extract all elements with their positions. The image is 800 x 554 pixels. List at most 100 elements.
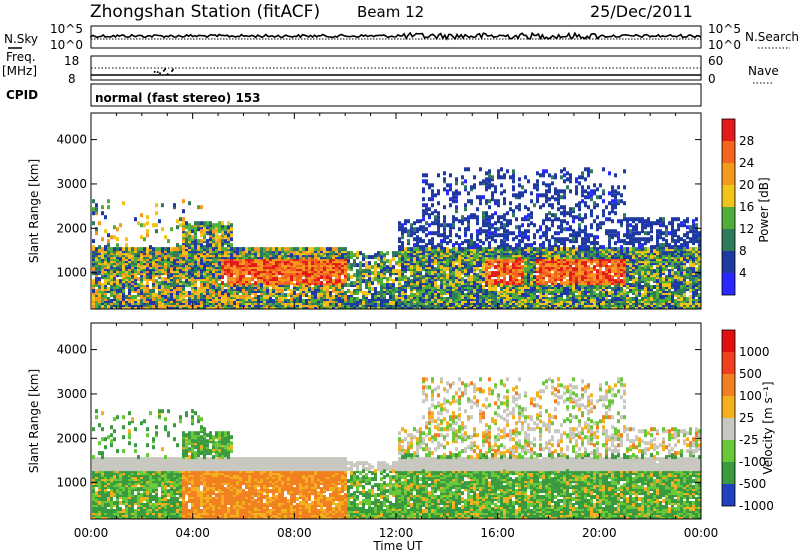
range-cell xyxy=(461,175,464,180)
range-cell xyxy=(575,279,578,284)
range-cell xyxy=(515,217,518,222)
range-cell xyxy=(581,217,584,222)
range-cell xyxy=(185,299,188,303)
range-cell xyxy=(506,169,509,174)
range-cell xyxy=(377,291,380,295)
range-cell xyxy=(371,255,374,260)
range-cell xyxy=(515,273,518,278)
freq-dot xyxy=(153,70,156,73)
range-cell xyxy=(197,239,200,244)
range-cell xyxy=(542,203,545,208)
range-cell xyxy=(398,259,401,264)
range-cell xyxy=(350,251,353,256)
range-cell xyxy=(500,221,503,226)
range-cell xyxy=(533,287,536,291)
range-cell xyxy=(215,277,218,282)
range-cell xyxy=(449,183,452,188)
range-cell xyxy=(455,265,458,270)
range-cell xyxy=(557,231,560,236)
range-cell xyxy=(581,267,584,272)
range-cell xyxy=(563,269,566,274)
range-cell xyxy=(152,289,155,293)
range-cell xyxy=(494,265,497,270)
range-cell xyxy=(536,197,539,202)
range-cell xyxy=(437,247,440,252)
range-cell xyxy=(491,213,494,218)
range-cell xyxy=(347,251,350,256)
range-cell xyxy=(467,263,470,268)
range-cell xyxy=(506,267,509,272)
range-cell xyxy=(431,189,434,194)
range-cell xyxy=(509,231,512,236)
range-cell xyxy=(506,259,509,264)
range-cell xyxy=(380,289,383,293)
range-cell xyxy=(311,299,314,303)
range-cell xyxy=(554,263,557,268)
range-cell xyxy=(479,269,482,274)
range-cell xyxy=(503,201,506,206)
range-cell xyxy=(512,179,515,184)
range-cell xyxy=(215,243,218,248)
range-cell xyxy=(446,283,449,287)
range-cell xyxy=(236,247,239,252)
cpid-text: normal (fast stereo) 153 xyxy=(95,91,261,105)
range-cell xyxy=(515,243,518,248)
range-cell xyxy=(527,207,530,212)
range-cell xyxy=(434,267,437,272)
range-cell xyxy=(338,279,341,284)
range-cell xyxy=(191,235,194,240)
range-cell xyxy=(455,217,458,222)
range-cell xyxy=(443,187,446,192)
range-cell xyxy=(479,285,482,289)
range-cell xyxy=(440,233,443,238)
range-cell xyxy=(467,271,470,276)
range-cell xyxy=(563,227,566,232)
range-cell xyxy=(569,225,572,230)
range-cell xyxy=(305,299,308,303)
range-cell xyxy=(551,181,554,186)
range-cell xyxy=(353,253,356,258)
range-cell xyxy=(569,257,572,262)
range-cell xyxy=(164,235,167,240)
range-cell xyxy=(293,283,296,287)
range-cell xyxy=(539,225,542,230)
range-cell xyxy=(566,279,569,284)
range-cell xyxy=(329,277,332,282)
range-cell xyxy=(173,203,176,208)
range-cell xyxy=(569,179,572,184)
range-cell xyxy=(425,279,428,284)
range-cell xyxy=(173,283,176,287)
range-cell xyxy=(470,239,473,244)
range-cell xyxy=(362,269,365,274)
range-cell xyxy=(518,191,521,196)
range-cell xyxy=(554,299,557,303)
range-cell xyxy=(455,195,458,200)
range-cell xyxy=(449,229,452,234)
range-cell xyxy=(578,213,581,218)
range-cell xyxy=(581,199,584,204)
range-cell xyxy=(515,235,518,240)
range-cell xyxy=(365,265,368,270)
range-cell xyxy=(158,281,161,286)
range-cell xyxy=(560,189,563,194)
range-cell xyxy=(485,237,488,242)
range-cell xyxy=(545,193,548,198)
range-cell xyxy=(368,261,371,266)
range-cell xyxy=(152,247,155,252)
range-cell xyxy=(425,295,428,299)
range-cell xyxy=(452,219,455,224)
range-cell xyxy=(356,251,359,256)
range-cell xyxy=(557,245,560,250)
beam-label: Beam 12 xyxy=(357,3,424,21)
range-cell xyxy=(503,197,506,202)
range-cell xyxy=(527,299,530,303)
range-cell xyxy=(386,299,389,303)
range-cell xyxy=(410,287,413,291)
range-cell xyxy=(575,231,578,236)
range-cell xyxy=(539,267,542,272)
range-cell xyxy=(422,197,425,202)
range-cell xyxy=(218,221,221,226)
range-cell xyxy=(488,275,491,280)
range-cell xyxy=(482,219,485,224)
range-cell xyxy=(122,247,125,252)
